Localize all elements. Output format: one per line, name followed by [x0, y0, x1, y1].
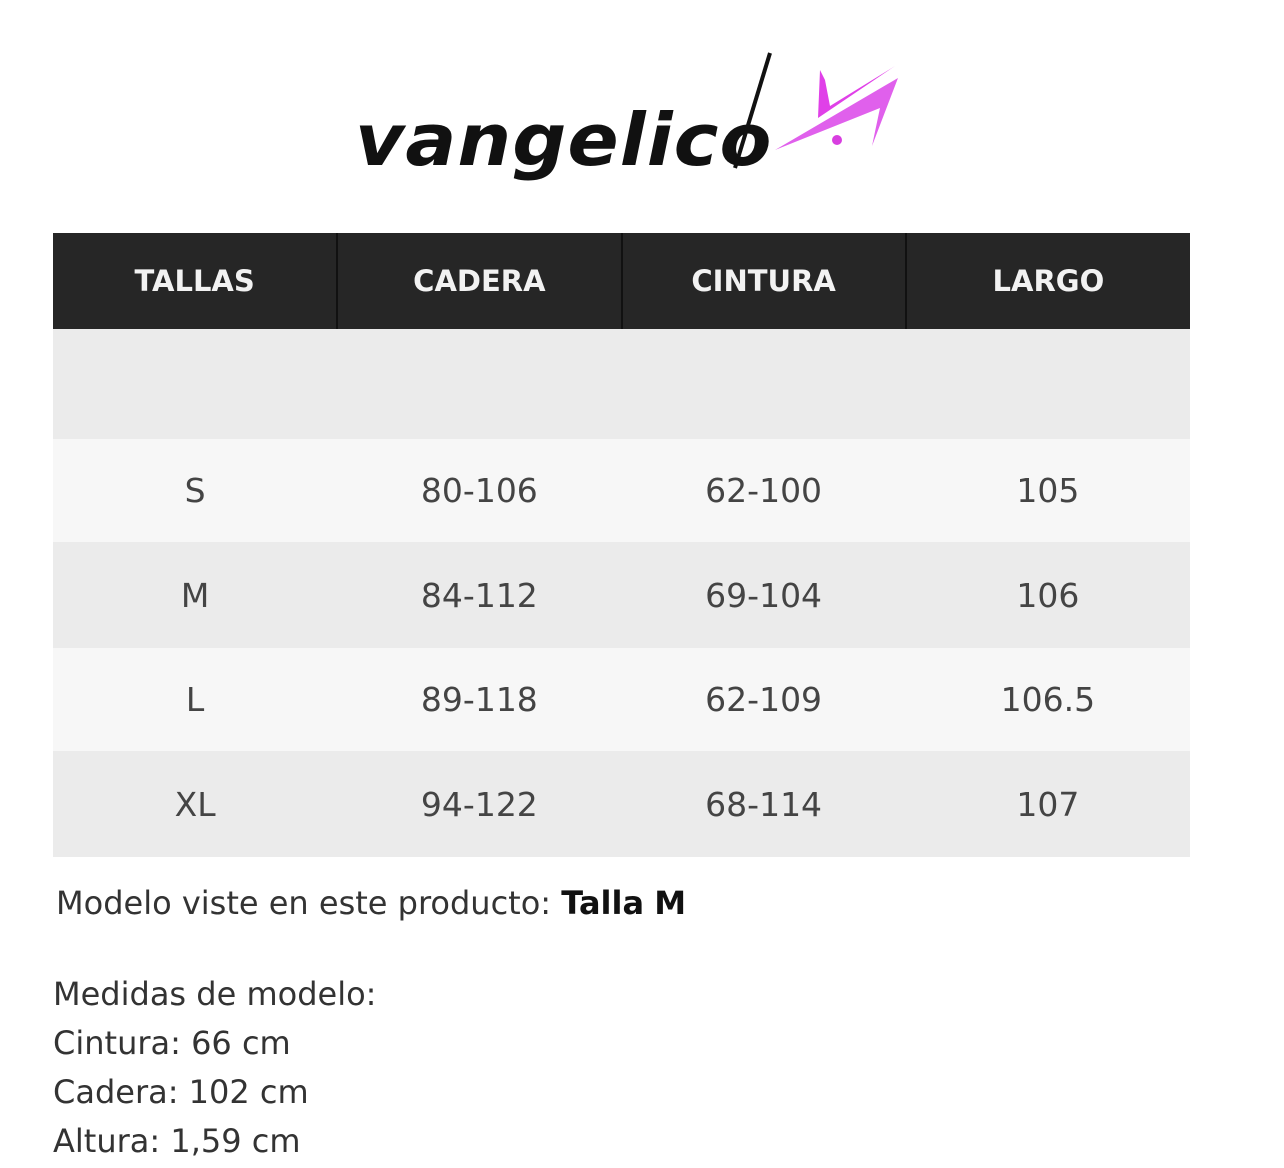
length-cell: 105 [905, 439, 1190, 542]
measures-title: Medidas de modelo: [53, 975, 377, 1013]
size-cell: S [53, 439, 338, 542]
waist-cell: 62-109 [621, 648, 906, 751]
brand-logo: vangelico [350, 48, 910, 178]
logo-dot [832, 135, 842, 145]
size-cell: XL [53, 751, 338, 857]
header-largo: LARGO [904, 233, 1190, 329]
length-cell: 107 [905, 751, 1190, 857]
hip-cell: 84-112 [337, 542, 622, 648]
pink-arrow-icon [775, 78, 898, 150]
waist-cell: 69-104 [621, 542, 906, 648]
table-row: XL 94-122 68-114 107 [53, 751, 1190, 857]
length-cell: 106.5 [905, 648, 1190, 751]
waist-cell: 68-114 [621, 751, 906, 857]
hip-cell: 94-122 [337, 751, 622, 857]
pink-swoosh-icon [818, 66, 895, 118]
header-cintura: CINTURA [620, 233, 906, 329]
size-chart-table: TALLAS CADERA CINTURA LARGO S 80-106 62-… [53, 233, 1190, 857]
brand-name: vangelico [355, 98, 773, 182]
header-cadera: CADERA [336, 233, 622, 329]
waist-cell: 62-100 [621, 439, 906, 542]
model-size-label: Talla [561, 884, 645, 922]
model-size: M [654, 884, 687, 922]
measure-hip: Cadera: 102 cm [53, 1073, 309, 1111]
table-row: L 89-118 62-109 106.5 [53, 648, 1190, 751]
hip-cell: 89-118 [337, 648, 622, 751]
logo-slash [733, 52, 772, 169]
table-row: S 80-106 62-100 105 [53, 439, 1190, 542]
header-tallas: TALLAS [53, 233, 338, 329]
hip-cell: 80-106 [337, 439, 622, 542]
table-header: TALLAS CADERA CINTURA LARGO [53, 233, 1190, 329]
size-cell: L [53, 648, 338, 751]
model-size-note: Modelo viste en este producto: Talla M [56, 884, 686, 922]
size-cell: M [53, 542, 338, 648]
measure-height: Altura: 1,59 cm [53, 1122, 301, 1160]
table-row: M 84-112 69-104 106 [53, 542, 1190, 648]
measure-waist: Cintura: 66 cm [53, 1024, 291, 1062]
model-prefix: Modelo viste en este producto: [56, 884, 552, 922]
model-measures: Medidas de modelo: Cintura: 66 cm Cadera… [53, 970, 376, 1166]
length-cell: 106 [905, 542, 1190, 648]
blank-row [53, 329, 1190, 439]
logo-graphic [733, 52, 898, 169]
